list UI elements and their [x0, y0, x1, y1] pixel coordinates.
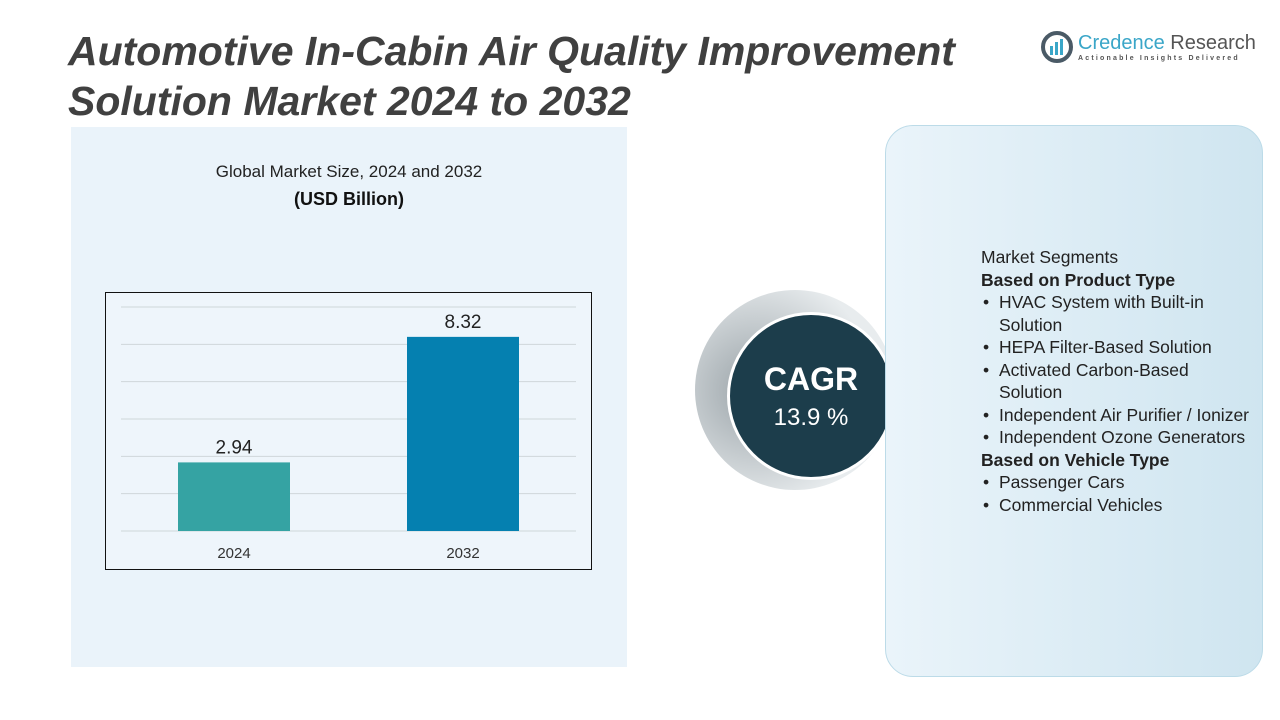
x-tick-label: 2032	[446, 545, 479, 562]
segment-group-title: Based on Vehicle Type	[981, 449, 1170, 470]
chart-svg: 2.94 2024 8.32 2032	[121, 306, 576, 562]
logo-name-b: Research	[1170, 32, 1256, 54]
cagr-value: 13.9 %	[773, 404, 849, 431]
bar-2024	[178, 462, 290, 531]
logo: Credence Research Actionable Insights De…	[1040, 30, 1256, 64]
segment-item: Independent Ozone Generators	[981, 426, 1251, 449]
segment-item: Commercial Vehicles	[981, 494, 1251, 517]
segment-item: Passenger Cars	[981, 471, 1251, 494]
data-label: 8.32	[445, 312, 482, 333]
segment-item: HVAC System with Built-in Solution	[981, 291, 1251, 336]
bar-2032	[407, 336, 519, 531]
segment-group-title: Based on Product Type	[981, 269, 1176, 290]
segment-item: Independent Air Purifier / Ionizer	[981, 404, 1251, 427]
cagr-label: CAGR	[763, 361, 859, 397]
logo-icon	[1041, 31, 1073, 63]
segment-list: Passenger CarsCommercial Vehicles	[981, 471, 1251, 516]
x-tick-label: 2024	[217, 545, 250, 562]
logo-name-a: Credence	[1078, 32, 1165, 54]
data-label: 2.94	[216, 437, 253, 458]
cagr-badge: CAGR 13.9 %	[727, 312, 895, 480]
chart-subtitle: (USD Billion)	[294, 189, 404, 209]
bar-chart: 2.94 2024 8.32 2032	[105, 292, 592, 570]
segment-item: Activated Carbon-Based Solution	[981, 359, 1251, 404]
segment-list: HVAC System with Built-in SolutionHEPA F…	[981, 291, 1251, 449]
logo-tagline: Actionable Insights Delivered	[1078, 55, 1240, 62]
segment-item: HEPA Filter-Based Solution	[981, 336, 1251, 359]
segments-panel: Market Segments Based on Product TypeHVA…	[885, 125, 1263, 677]
page-title: Automotive In-Cabin Air Quality Improvem…	[68, 28, 955, 124]
segments-heading: Market Segments	[981, 247, 1119, 267]
chart-title: Global Market Size, 2024 and 2032	[215, 162, 483, 181]
